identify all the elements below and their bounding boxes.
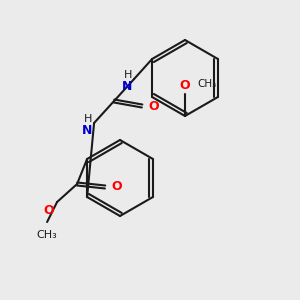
Text: CH₃: CH₃ bbox=[37, 230, 58, 240]
Text: N: N bbox=[82, 124, 92, 137]
Text: N: N bbox=[122, 80, 132, 93]
Text: O: O bbox=[111, 181, 122, 194]
Text: O: O bbox=[44, 204, 54, 217]
Text: O: O bbox=[148, 100, 159, 112]
Text: CH₃: CH₃ bbox=[197, 79, 216, 89]
Text: H: H bbox=[84, 114, 92, 124]
Text: H: H bbox=[124, 70, 132, 80]
Text: O: O bbox=[180, 79, 190, 92]
